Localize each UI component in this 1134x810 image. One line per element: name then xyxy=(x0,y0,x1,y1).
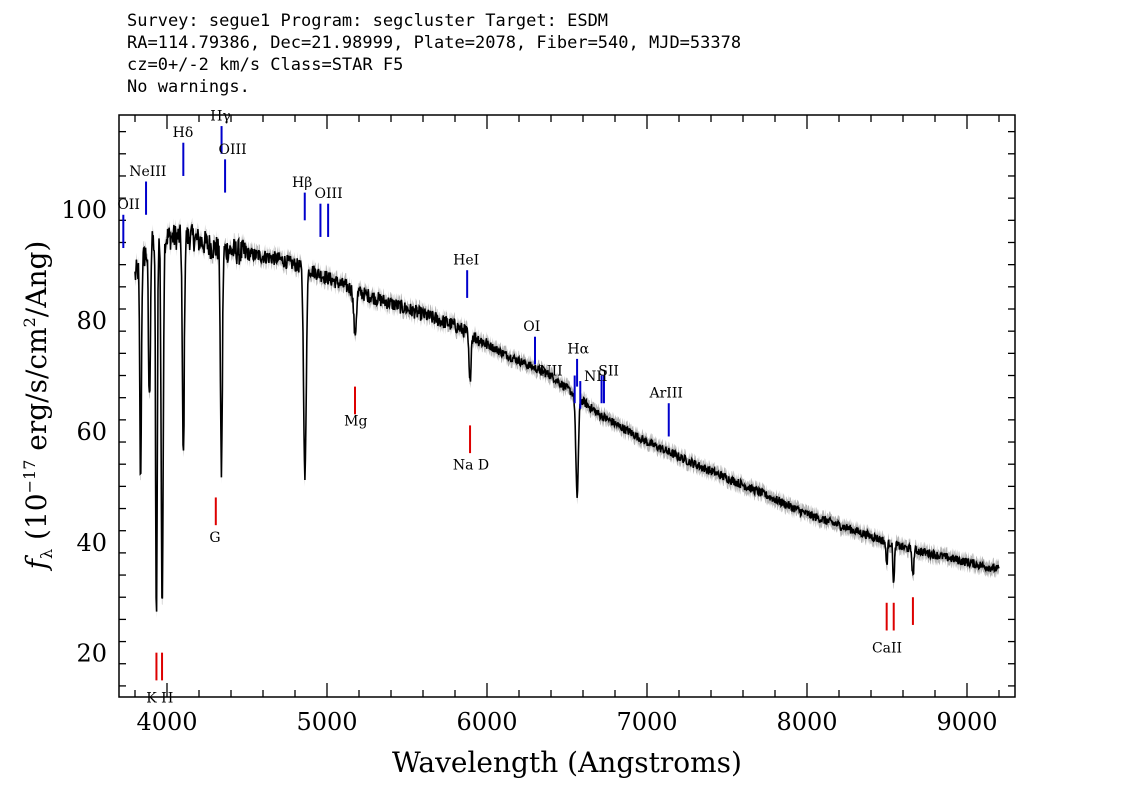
emission-line-label: Hγ xyxy=(210,109,231,125)
emission-line-label: ArIII xyxy=(648,386,682,402)
y-tick-label: 60 xyxy=(76,418,107,446)
x-tick-label: 5000 xyxy=(296,708,357,736)
coordinates-line: RA=114.79386, Dec=21.98999, Plate=2078, … xyxy=(127,33,742,53)
emission-line-label: OIII xyxy=(315,186,343,202)
x-tick-label: 8000 xyxy=(776,708,837,736)
emission-line-label: OII xyxy=(117,197,140,213)
absorption-line-label: K H xyxy=(146,691,173,707)
line-markers: OIINeIIIHδHγOIIIHβOIIIHeIOINIIHαNIISIIAr… xyxy=(117,109,914,707)
emission-line-label: Hδ xyxy=(173,125,194,141)
axis-ticks: 4000 5000 6000 7000 8000 9000 20 40 60 80 100 xyxy=(61,115,1015,736)
emission-line-label: Hβ xyxy=(292,175,312,191)
emission-line-label: OIII xyxy=(219,142,247,158)
error-band-area xyxy=(135,217,999,619)
y-tick-label: 20 xyxy=(76,640,107,668)
emission-line-label: Hα xyxy=(567,341,589,357)
y-tick-label: 100 xyxy=(61,196,107,224)
x-axis-label: Wavelength (Angstroms) xyxy=(392,746,742,779)
emission-line-label: HeI xyxy=(453,253,479,269)
x-tick-label: 7000 xyxy=(616,708,677,736)
x-tick-label: 6000 xyxy=(456,708,517,736)
spectrum-header: Survey: segue1 Program: segcluster Targe… xyxy=(127,10,741,98)
redshift-class-line: cz=0+/-2 km/s Class=STAR F5 xyxy=(127,55,404,75)
error-band xyxy=(135,217,999,619)
absorption-line-label: Na D xyxy=(453,458,489,474)
emission-line-label: SII xyxy=(598,364,619,380)
spectrum-series xyxy=(134,224,1000,612)
spectrum-line xyxy=(134,224,1000,612)
x-tick-label: 9000 xyxy=(936,708,997,736)
x-tick-label: 4000 xyxy=(136,708,197,736)
y-tick-label: 80 xyxy=(76,307,107,335)
absorption-line-label: G xyxy=(209,530,220,546)
absorption-line-label: CaII xyxy=(872,641,902,657)
emission-line-label: OI xyxy=(523,319,540,335)
survey-line: Survey: segue1 Program: segcluster Targe… xyxy=(127,11,609,31)
plot-frame xyxy=(118,114,1016,698)
emission-line-label: NeIII xyxy=(129,164,166,180)
y-axis-label: fλ (10−17 erg/s/cm2/Ang) xyxy=(20,241,56,572)
emission-line-label: NII xyxy=(539,364,562,380)
y-tick-label: 40 xyxy=(76,529,107,557)
absorption-line-label: Mg xyxy=(344,413,367,429)
warnings-line: No warnings. xyxy=(127,77,250,97)
emission-line-label: NII xyxy=(584,369,607,385)
